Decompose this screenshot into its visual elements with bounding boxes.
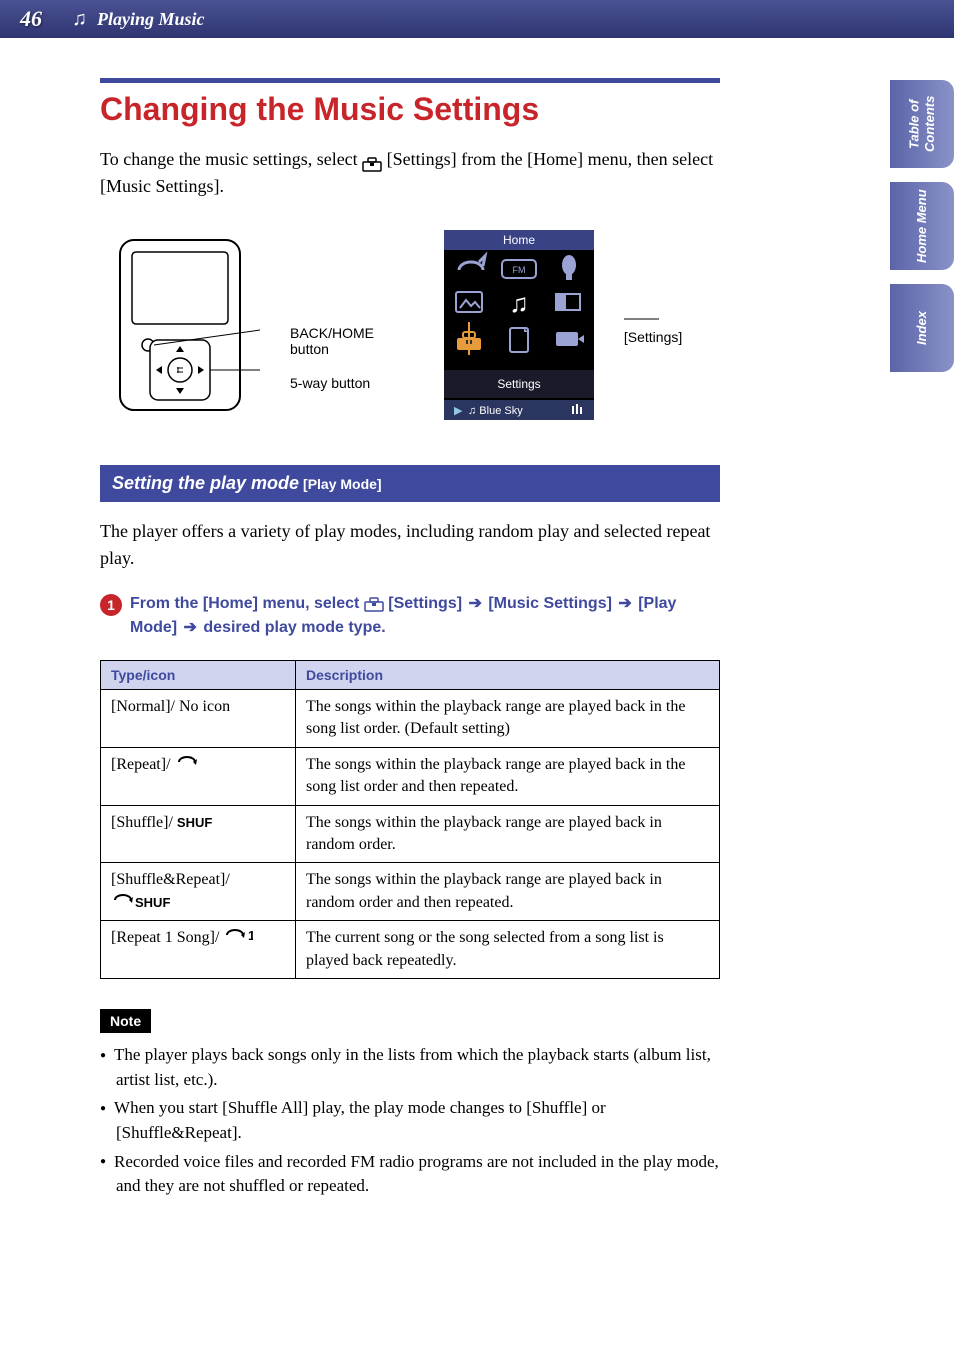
screen-title-text: Home [503,233,535,247]
repeat-one-icon: 1 [223,927,253,949]
cell-type: [Normal]/ No icon [101,690,296,748]
col-description: Description [296,661,720,690]
music-note-icon: ♫ [72,8,87,31]
page-number: 46 [20,6,42,32]
back-home-label: BACK/HOME button [290,325,414,357]
svg-text:♫: ♫ [509,288,529,318]
table-row: [Repeat]/ The songs within the playback … [101,747,720,805]
cell-type: [Shuffle&Repeat]/SHUF [101,863,296,921]
table-row: [Shuffle&Repeat]/SHUF The songs within t… [101,863,720,921]
chapter-title: Playing Music [97,9,205,30]
cell-desc: The current song or the song selected fr… [296,921,720,979]
step-instruction: 1 From the [Home] menu, select [Settings… [100,592,720,640]
subsection-header: Setting the play mode [Play Mode] [100,465,720,502]
settings-toolbox-icon [362,153,382,169]
svg-text:▶: ▶ [454,405,463,417]
subsection-body: The player offers a variety of play mode… [100,518,720,572]
note-item: When you start [Shuffle All] play, the p… [116,1096,720,1145]
step-number-badge: 1 [100,594,122,616]
cell-desc: The songs within the playback range are … [296,690,720,748]
cell-desc: The songs within the playback range are … [296,805,720,863]
settings-callout: [Settings] [624,329,682,345]
screen-settings-text: Settings [497,377,540,391]
cell-type: [Shuffle]/ SHUF [101,805,296,863]
now-playing-text: ♫ Blue Sky [468,405,523,417]
intro-paragraph: To change the music settings, select [Se… [100,146,720,200]
shuf-icon: SHUF [177,815,212,830]
device-illustration [100,230,260,425]
repeat-shuf-icon [111,892,135,914]
play-mode-table: Type/icon Description [Normal]/ No icon … [100,660,720,979]
device-labels: BACK/HOME button 5-way button [290,247,414,409]
table-row: [Shuffle]/ SHUF The songs within the pla… [101,805,720,863]
cell-desc: The songs within the playback range are … [296,747,720,805]
section-rule [100,78,720,83]
tab-home-menu[interactable]: Home Menu [890,182,954,270]
table-row: [Repeat 1 Song]/ 1 The current song or t… [101,921,720,979]
tab-index[interactable]: Index [890,284,954,372]
step-text: From the [Home] menu, select [Settings] … [130,592,720,640]
fiveway-label: 5-way button [290,375,414,391]
settings-callout-line: [Settings] [624,309,720,347]
note-item: The player plays back songs only in the … [116,1043,720,1092]
main-heading: Changing the Music Settings [100,91,720,128]
page-content: Changing the Music Settings To change th… [0,38,820,1243]
note-item: Recorded voice files and recorded FM rad… [116,1150,720,1199]
repeat-icon [175,754,199,776]
tab-contents[interactable]: Table of Contents [890,80,954,168]
svg-text:FM: FM [512,265,525,275]
col-type: Type/icon [101,661,296,690]
page-header: 46 ♫ Playing Music [0,0,954,38]
arrow-icon: ➔ [469,592,482,616]
side-nav-tabs: Table of Contents Home Menu Index [890,80,954,372]
note-list: The player plays back songs only in the … [100,1043,720,1199]
device-diagram-area: BACK/HOME button 5-way button Home FM [100,230,720,425]
svg-text:1: 1 [248,928,253,942]
screen-illustration: Home FM ♫ [444,230,594,425]
cell-desc: The songs within the playback range are … [296,863,720,921]
subsection-suffix: [Play Mode] [303,476,382,492]
note-label: Note [100,1009,151,1033]
arrow-icon: ➔ [618,592,631,616]
arrow-icon: ➔ [184,616,197,640]
table-row: [Normal]/ No icon The songs within the p… [101,690,720,748]
cell-type: [Repeat]/ [101,747,296,805]
cell-type: [Repeat 1 Song]/ 1 [101,921,296,979]
intro-before: To change the music settings, select [100,149,362,169]
subsection-title: Setting the play mode [112,473,299,493]
settings-toolbox-icon [364,596,384,612]
table-header-row: Type/icon Description [101,661,720,690]
